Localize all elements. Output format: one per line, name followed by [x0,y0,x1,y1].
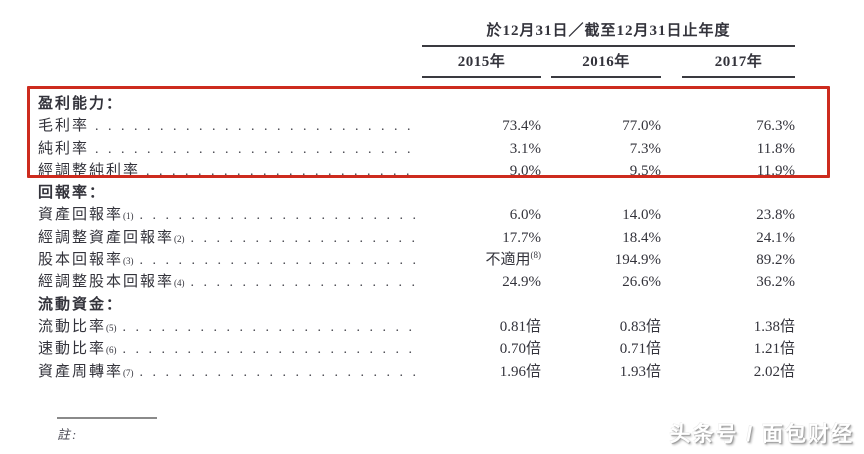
value-2017: 1.38倍 [753,318,795,335]
row-label: 經調整資產回報率 (2) [38,227,422,250]
table-row-section-returns: 回報率： [38,182,795,204]
value-2017: 23.8% [756,207,795,224]
section-label: 盈利能力： [38,96,124,112]
value-2016: 0.71倍 [619,341,661,358]
section-label: 回報率： [38,185,107,202]
note-divider [57,417,157,419]
table-body: 盈利能力： 毛利率 73.4% 77.0% 76.3% 純利率 3.1% 7.3… [38,93,795,383]
row-label: 速動比率 (6) [38,338,422,361]
row-label: 股本回報率 (3) [38,249,422,272]
row-label: 資產回報率 (1) [38,204,422,227]
note-label: 註: [57,427,79,442]
period-header: 於12月31日／截至12月31日止年度 [422,22,795,47]
value-2015: 0.70倍 [499,341,541,358]
financial-table: 於12月31日／截至12月31日止年度 2015年 2016年 2017年 盈利… [38,22,795,383]
value-2015: 不適用(8) [485,250,541,269]
table-row-adjusted-net-margin: 經調整純利率 9.0% 9.5% 11.9% [38,160,795,182]
value-2017: 36.2% [756,274,795,291]
dot-leader [123,316,418,339]
table-row-adjusted-return-on-equity: 經調整股本回報率(4) 24.9% 26.6% 36.2% [38,271,795,293]
watermark: 头条号 / 面包财经 [669,423,854,446]
row-label: 資產周轉率 (7) [38,361,422,384]
year-header-2017: 2017年 [682,53,795,78]
row-label: 流動比率 (5) [38,316,422,339]
dot-leader [191,227,418,250]
table-row-adjusted-return-on-assets: 經調整資產回報率(2) 17.7% 18.4% 24.1% [38,227,795,249]
value-2016: 0.83倍 [619,318,661,335]
value-2016: 18.4% [622,229,661,246]
dot-leader [140,249,418,272]
row-label: 純利率 [38,138,422,161]
dot-leader [146,160,418,183]
value-2016: 194.9% [614,252,661,269]
value-2016: 14.0% [622,207,661,224]
value-2015: 17.7% [502,229,541,246]
value-2016: 26.6% [622,274,661,291]
row-label: 經調整股本回報率 (4) [38,271,422,294]
value-2017: 24.1% [756,229,795,246]
table-row-section-profitability: 盈利能力： [38,93,795,115]
value-2017: 11.9% [756,162,795,179]
table-row-asset-turnover: 資產周轉率(7) 1.96倍 1.93倍 2.02倍 [38,361,795,383]
value-2015: 73.4% [502,118,541,135]
year-header-row: 2015年 2016年 2017年 [422,53,795,78]
dot-leader [123,338,418,361]
value-2017: 2.02倍 [753,363,795,380]
value-2017: 89.2% [756,252,795,269]
dot-leader [140,361,418,384]
value-2017: 76.3% [756,118,795,135]
row-label: 毛利率 [38,115,422,138]
value-2016: 7.3% [629,140,661,157]
table-row-section-liquidity: 流動資金： [38,294,795,316]
year-header-2015: 2015年 [422,53,541,78]
table-row-return-on-equity: 股本回報率(3) 不適用(8) 194.9% 89.2% [38,249,795,271]
row-label: 經調整純利率 [38,160,422,183]
value-2016: 1.93倍 [619,363,661,380]
value-2017: 11.8% [756,140,795,157]
year-header-2016: 2016年 [551,53,661,78]
value-2015: 9.0% [509,162,541,179]
dot-leader [95,138,418,161]
value-2015: 24.9% [502,274,541,291]
value-2015: 1.96倍 [499,363,541,380]
table-row-quick-ratio: 速動比率(6) 0.70倍 0.71倍 1.21倍 [38,338,795,360]
dot-leader [191,271,418,294]
dot-leader [95,115,418,138]
value-2015: 6.0% [509,207,541,224]
table-row-current-ratio: 流動比率(5) 0.81倍 0.83倍 1.38倍 [38,316,795,338]
table-row-gross-margin: 毛利率 73.4% 77.0% 76.3% [38,115,795,137]
value-2017: 1.21倍 [753,341,795,358]
table-row-return-on-assets: 資產回報率(1) 6.0% 14.0% 23.8% [38,204,795,226]
value-2015: 0.81倍 [499,318,541,335]
table-row-net-margin: 純利率 3.1% 7.3% 11.8% [38,138,795,160]
value-2015: 3.1% [509,140,541,157]
dot-leader [140,204,418,227]
value-2016: 9.5% [629,162,661,179]
section-label: 流動資金： [38,296,124,313]
value-2016: 77.0% [622,118,661,135]
